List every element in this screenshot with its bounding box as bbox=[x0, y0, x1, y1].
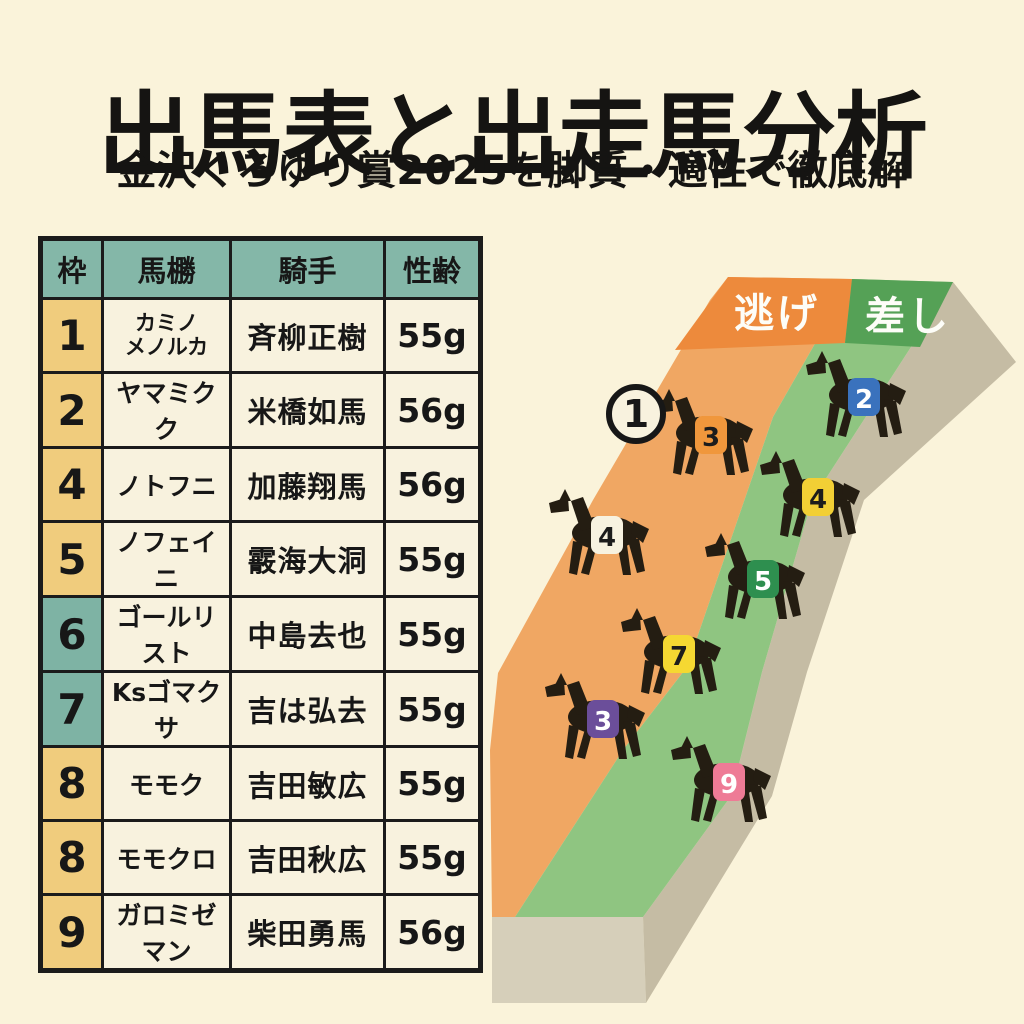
horse-name-cell: ガロミゼマン bbox=[101, 893, 232, 972]
runner-horse-4: 4 bbox=[549, 489, 649, 575]
entries-tbody: 1 カミノ メノルカ 斉柳正樹 55g 2 ヤマミクク 米橋如馬 56g 4 ノトフニ 加藤翔馬 56… bbox=[39, 297, 482, 972]
runner-horse-7: 7 bbox=[621, 608, 721, 694]
table-row: 4 ノトフニ 加藤翔馬 56g bbox=[39, 446, 482, 523]
waku-number-cell: 4 bbox=[39, 446, 104, 523]
jockey-cell: 吉田秋広 bbox=[229, 819, 386, 896]
col-header-waku: 枠 bbox=[39, 237, 104, 300]
track-front-face bbox=[492, 917, 646, 1003]
jockey-cell: 霰海大洞 bbox=[229, 520, 386, 598]
table-row: 2 ヤマミクク 米橋如馬 56g bbox=[39, 371, 482, 449]
weight-cell: 56g bbox=[383, 446, 482, 523]
waku-number-cell: 8 bbox=[39, 819, 104, 896]
race-card-table-wrap: 枠 馬橳 騎手 性齢 1 カミノ メノルカ 斉柳正樹 55g 2 ヤマミクク 米橋如馬 56g… bbox=[38, 236, 483, 973]
horse-name-cell: カミノ メノルカ bbox=[101, 297, 232, 374]
runner-horse-9: 9 bbox=[671, 736, 771, 822]
runner-horse-5: 5 bbox=[705, 533, 805, 619]
sashi-zone-label: 差し bbox=[865, 294, 951, 340]
horse-name-cell: ノフェイニ bbox=[101, 520, 232, 598]
jockey-cell: 中島去也 bbox=[229, 595, 386, 673]
table-row: 7 Ksゴマクサ 吉は弘去 55g bbox=[39, 670, 482, 748]
waku-number-cell: 7 bbox=[39, 670, 104, 748]
weight-cell: 55g bbox=[383, 595, 482, 673]
saddle-number: 7 bbox=[670, 642, 688, 672]
table-header: 枠 馬橳 騎手 性齢 bbox=[39, 237, 482, 300]
saddle-number-badge bbox=[587, 700, 619, 738]
weight-cell: 56g bbox=[383, 893, 482, 972]
nige-zone-label: 逃げ bbox=[734, 291, 820, 337]
weight-cell: 55g bbox=[383, 297, 482, 374]
saddle-number-badge bbox=[802, 478, 834, 516]
jockey-cell: 吉は弘去 bbox=[229, 670, 386, 748]
weight-cell: 56g bbox=[383, 371, 482, 449]
saddle-number-badge bbox=[713, 763, 745, 801]
jockey-cell: 米橋如馬 bbox=[229, 371, 386, 449]
runner-horse-3: 3 bbox=[545, 673, 645, 759]
table-row: 6 ゴールリスト 中島去也 55g bbox=[39, 595, 482, 673]
nige-band bbox=[675, 277, 852, 350]
saddle-number-badge bbox=[591, 516, 623, 554]
saddle-number-badge bbox=[663, 635, 695, 673]
table-row: 1 カミノ メノルカ 斉柳正樹 55g bbox=[39, 297, 482, 374]
waku-number-cell: 2 bbox=[39, 371, 104, 449]
horse-name-cell: ゴールリスト bbox=[101, 595, 232, 673]
runner-horse-3: 31 bbox=[606, 384, 753, 475]
horse-name-cell: ヤマミクク bbox=[101, 371, 232, 449]
track-side-face bbox=[643, 282, 1016, 1003]
leader-circle-marker bbox=[606, 384, 666, 444]
jockey-cell: 吉田敏広 bbox=[229, 745, 386, 822]
saddle-number: 3 bbox=[594, 707, 612, 737]
runner-horse-2: 2 bbox=[806, 351, 906, 437]
page-title: 出馬表と出走馬分析 bbox=[97, 82, 928, 192]
saddle-number: 4 bbox=[809, 485, 827, 515]
weight-cell: 55g bbox=[383, 520, 482, 598]
table-row: 5 ノフェイニ 霰海大洞 55g bbox=[39, 520, 482, 598]
waku-number-cell: 1 bbox=[39, 297, 104, 374]
jockey-cell: 斉柳正樹 bbox=[229, 297, 386, 374]
saddle-number: 4 bbox=[598, 523, 616, 553]
horse-name-cell: Ksゴマクサ bbox=[101, 670, 232, 748]
jockey-cell: 柴田勇馬 bbox=[229, 893, 386, 972]
weight-cell: 55g bbox=[383, 745, 482, 822]
weight-cell: 55g bbox=[383, 819, 482, 896]
saddle-number-badge bbox=[695, 416, 727, 454]
saddle-number-badge bbox=[848, 378, 880, 416]
horse-name-cell: モモク bbox=[101, 745, 232, 822]
col-header-horse: 馬橳 bbox=[101, 237, 232, 300]
saddle-number-badge bbox=[747, 560, 779, 598]
race-card-table: 枠 馬橳 騎手 性齢 1 カミノ メノルカ 斉柳正樹 55g 2 ヤマミクク 米橋如馬 56g… bbox=[38, 236, 483, 973]
page-subtitle: 金沢くろゆり賞2025を脚質・適性で徹底解 bbox=[116, 148, 908, 194]
waku-number-cell: 9 bbox=[39, 893, 104, 972]
header-row: 枠 馬橳 騎手 性齢 bbox=[39, 237, 482, 300]
saddle-number: 9 bbox=[720, 770, 738, 800]
table-row: 8 モモク 吉田敏広 55g bbox=[39, 745, 482, 822]
horse-name-cell: モモクロ bbox=[101, 819, 232, 896]
waku-number-cell: 6 bbox=[39, 595, 104, 673]
table-row: 9 ガロミゼマン 柴田勇馬 56g bbox=[39, 893, 482, 972]
waku-number-cell: 5 bbox=[39, 520, 104, 598]
col-header-jockey: 騎手 bbox=[229, 237, 386, 300]
jockey-cell: 加藤翔馬 bbox=[229, 446, 386, 523]
saddle-number: 3 bbox=[702, 423, 720, 453]
sashi-band bbox=[845, 279, 953, 347]
leader-circle-number: 1 bbox=[623, 392, 649, 436]
col-header-sexage: 性齢 bbox=[383, 237, 482, 300]
runner-horse-4: 4 bbox=[760, 451, 860, 537]
horse-name-cell: ノトフニ bbox=[101, 446, 232, 523]
table-row: 8 モモクロ 吉田秋広 55g bbox=[39, 819, 482, 896]
saddle-number: 2 bbox=[855, 385, 873, 415]
weight-cell: 55g bbox=[383, 670, 482, 748]
waku-number-cell: 8 bbox=[39, 745, 104, 822]
saddle-number: 5 bbox=[754, 567, 772, 597]
